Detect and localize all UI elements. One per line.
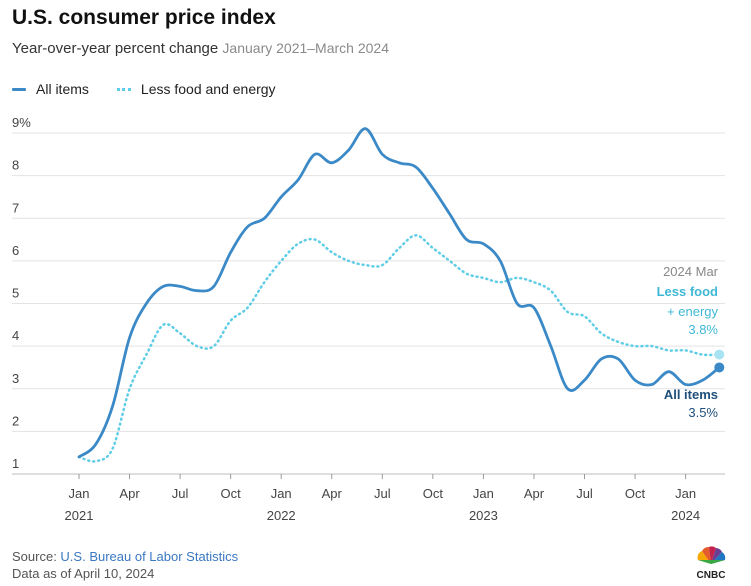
source-line: Source: U.S. Bureau of Labor Statistics	[12, 548, 238, 565]
legend-swatch-dotted	[116, 87, 131, 91]
x-year-label: 2022	[267, 508, 296, 523]
legend-label-core: Less food and energy	[140, 81, 276, 97]
series-line-all-items	[77, 127, 721, 459]
y-tick-label: 3	[12, 371, 19, 386]
x-tick-label: Apr	[322, 486, 343, 501]
legend: All items Less food and energy	[12, 81, 304, 97]
annotation-core-label-2: + energy	[667, 304, 718, 319]
y-tick-label: 6	[12, 243, 19, 258]
x-tick-label: Oct	[625, 486, 646, 501]
y-tick-label: 8	[12, 158, 19, 173]
chart-title: U.S. consumer price index	[12, 6, 276, 29]
x-tick-label: Jul	[576, 486, 593, 501]
x-tick-label: Jan	[69, 486, 90, 501]
x-tick-label: Apr	[119, 486, 140, 501]
annotation-core-value: 3.8%	[688, 322, 718, 337]
legend-label-all-items: All items	[36, 81, 89, 97]
x-year-label: 2021	[65, 508, 94, 523]
annotation-all-items-label: All items	[664, 387, 718, 402]
legend-swatch-solid	[12, 87, 26, 91]
endpoint-all-items	[714, 362, 725, 373]
x-tick-label: Jan	[473, 486, 494, 501]
x-year-label: 2023	[469, 508, 498, 523]
source-link[interactable]: U.S. Bureau of Labor Statistics	[60, 549, 239, 564]
x-tick-label: Jan	[271, 486, 292, 501]
y-tick-label: 7	[12, 200, 19, 215]
logo-text: CNBC	[697, 570, 726, 581]
chart-subtitle: Year-over-year percent change January 20…	[12, 40, 389, 57]
x-year-label: 2024	[671, 508, 700, 523]
data-note: Data as of April 10, 2024	[12, 566, 155, 581]
annotation-date: 2024 Mar	[663, 264, 719, 279]
annotation-core-label: Less food	[657, 284, 718, 299]
footer: Source: U.S. Bureau of Labor Statistics …	[12, 548, 238, 582]
x-tick-label: Jul	[172, 486, 189, 501]
y-tick-label: 1	[12, 456, 19, 471]
x-tick-label: Jul	[374, 486, 391, 501]
annotation-all-items-value: 3.5%	[688, 405, 718, 420]
cnbc-peacock-icon: CNBC	[697, 546, 726, 581]
date-range: January 2021–March 2024	[222, 40, 389, 56]
x-tick-label: Jan	[675, 486, 696, 501]
source-prefix: Source:	[12, 549, 61, 564]
y-tick-label: 5	[12, 286, 19, 301]
series-line-less-food-and-energy	[77, 234, 721, 463]
endpoint-less-food-and-energy	[714, 349, 725, 360]
legend-item-core: Less food and energy	[116, 81, 276, 97]
y-tick-label: 4	[12, 328, 19, 343]
x-tick-label: Apr	[524, 486, 545, 501]
x-tick-label: Oct	[423, 486, 444, 501]
y-tick-label: 2	[12, 413, 19, 428]
subtitle-text: Year-over-year percent change	[12, 40, 219, 57]
legend-item-all-items: All items	[12, 81, 89, 97]
y-tick-label: 9%	[12, 115, 31, 130]
x-tick-label: Oct	[221, 486, 242, 501]
